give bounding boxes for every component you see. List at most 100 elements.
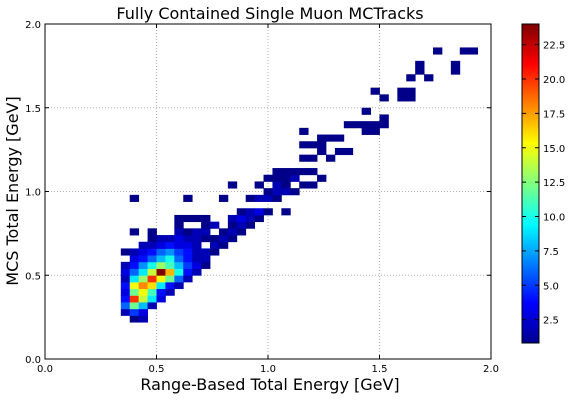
heatmap-cell [254, 181, 264, 189]
heatmap-cell [227, 214, 238, 223]
colorbar-tick-label: 12.5 [543, 178, 565, 189]
heatmap-cell [174, 221, 184, 229]
x-tick-label: 0.0 [37, 364, 53, 375]
heatmap-cell [120, 268, 131, 276]
heatmap-cell [138, 248, 148, 256]
heatmap-cell [120, 275, 131, 283]
heatmap-cell [174, 235, 184, 243]
heatmap-cell [290, 188, 300, 196]
heatmap-cell [254, 194, 264, 202]
heatmap-cell [308, 168, 318, 176]
heatmap-cell [272, 168, 282, 176]
heatmap-cell [120, 295, 131, 303]
heatmap-cell [192, 235, 202, 243]
heatmap-cell [138, 268, 148, 276]
heatmap-cell [138, 288, 148, 296]
heatmap-cell [361, 107, 371, 115]
x-tick-label: 1.5 [372, 364, 388, 375]
heatmap-cell [281, 208, 291, 216]
heatmap-cell [192, 255, 202, 263]
heatmap-cell [370, 121, 380, 129]
heatmap-cell [138, 315, 148, 323]
heatmap-cell [129, 261, 140, 269]
y-tick-label: 1.0 [25, 188, 41, 199]
heatmap-cell [183, 248, 193, 256]
y-tick-label: 0.5 [25, 271, 41, 282]
heatmap-cell [165, 235, 175, 243]
heatmap-cell [183, 261, 193, 269]
heatmap-cell [227, 181, 238, 189]
heatmap-cell [129, 295, 140, 303]
heatmap-cell [120, 302, 131, 310]
heatmap-cell [254, 214, 264, 223]
heatmap-cell [201, 221, 211, 229]
heatmap-cell [450, 67, 461, 75]
heatmap-cell [192, 241, 202, 249]
heatmap-cell [218, 194, 229, 202]
heatmap-cells [120, 47, 479, 323]
heatmap-cell [343, 147, 354, 156]
heatmap-cell [201, 255, 211, 263]
heatmap-cell [183, 241, 193, 249]
x-tick-label: 0.5 [149, 364, 165, 375]
colorbar-tick-label: 20.0 [543, 75, 565, 86]
heatmap-cell [281, 168, 291, 176]
heatmap-cell [192, 268, 202, 276]
heatmap-cell [147, 255, 157, 263]
heatmap-cell [129, 275, 140, 283]
heatmap-cell [415, 60, 425, 68]
heatmap-cell [424, 74, 434, 82]
heatmap-cell [165, 261, 175, 269]
colorbar-tick-label: 22.5 [543, 41, 565, 52]
colorbar: 2.5 5.0 7.5 10.0 12.5 15.0 17.5 20.0 22.5 [521, 23, 565, 344]
heatmap-cell [299, 141, 309, 149]
heatmap-cell [299, 181, 309, 189]
heatmap-cell [308, 181, 318, 189]
heatmap-cell [147, 295, 157, 303]
heatmap-cell [147, 228, 157, 236]
heatmap-cell [210, 241, 220, 249]
colorbar-tick-label: 5.0 [543, 281, 559, 292]
heatmap-cell [201, 214, 211, 223]
heatmap-cell [147, 281, 157, 290]
x-tick-label: 1.0 [260, 364, 276, 375]
heatmap-cell [165, 275, 175, 283]
heatmap-cell [325, 154, 336, 162]
heatmap-cell [174, 255, 184, 263]
heatmap-cell [192, 248, 202, 256]
heatmap-cell [210, 221, 220, 229]
heatmap-cell [174, 268, 184, 276]
heatmap-cell [281, 174, 291, 182]
heatmap-cell [468, 47, 479, 55]
colorbar-tick-label: 15.0 [543, 144, 565, 155]
heatmap-cell [379, 121, 389, 129]
heatmap-cell [138, 295, 148, 303]
heatmap-cell [317, 134, 327, 142]
heatmap-cell [281, 188, 291, 196]
heatmap-cell [138, 302, 148, 310]
heatmap-cell [245, 221, 256, 229]
heatmap-cell [147, 268, 157, 276]
heatmap-cell [183, 235, 193, 243]
heatmap-cell [370, 127, 380, 135]
heatmap-cell [459, 47, 470, 55]
heatmap-cell [138, 241, 148, 249]
heatmap-cell [129, 248, 140, 256]
heatmap-cell [263, 208, 273, 216]
colorbar-tick-label: 10.0 [543, 213, 565, 224]
heatmap-cell [147, 288, 157, 296]
heatmap-cell [174, 228, 184, 236]
heatmap-cell [192, 228, 202, 236]
heatmap-cell [120, 308, 131, 316]
heatmap-cell [218, 241, 229, 249]
heatmap-cell [174, 275, 184, 283]
heatmap-cell [147, 248, 157, 256]
heatmap-cell [361, 121, 371, 129]
heatmap-cell [218, 228, 229, 236]
heatmap-cell [245, 208, 256, 216]
heatmap-cell [138, 275, 148, 283]
x-axis-label: Range-Based Total Energy [GeV] [140, 375, 399, 394]
heatmap-cell [183, 214, 193, 223]
heatmap-cell [325, 134, 336, 142]
chart-title: Fully Contained Single Muon MCTracks [116, 4, 423, 23]
